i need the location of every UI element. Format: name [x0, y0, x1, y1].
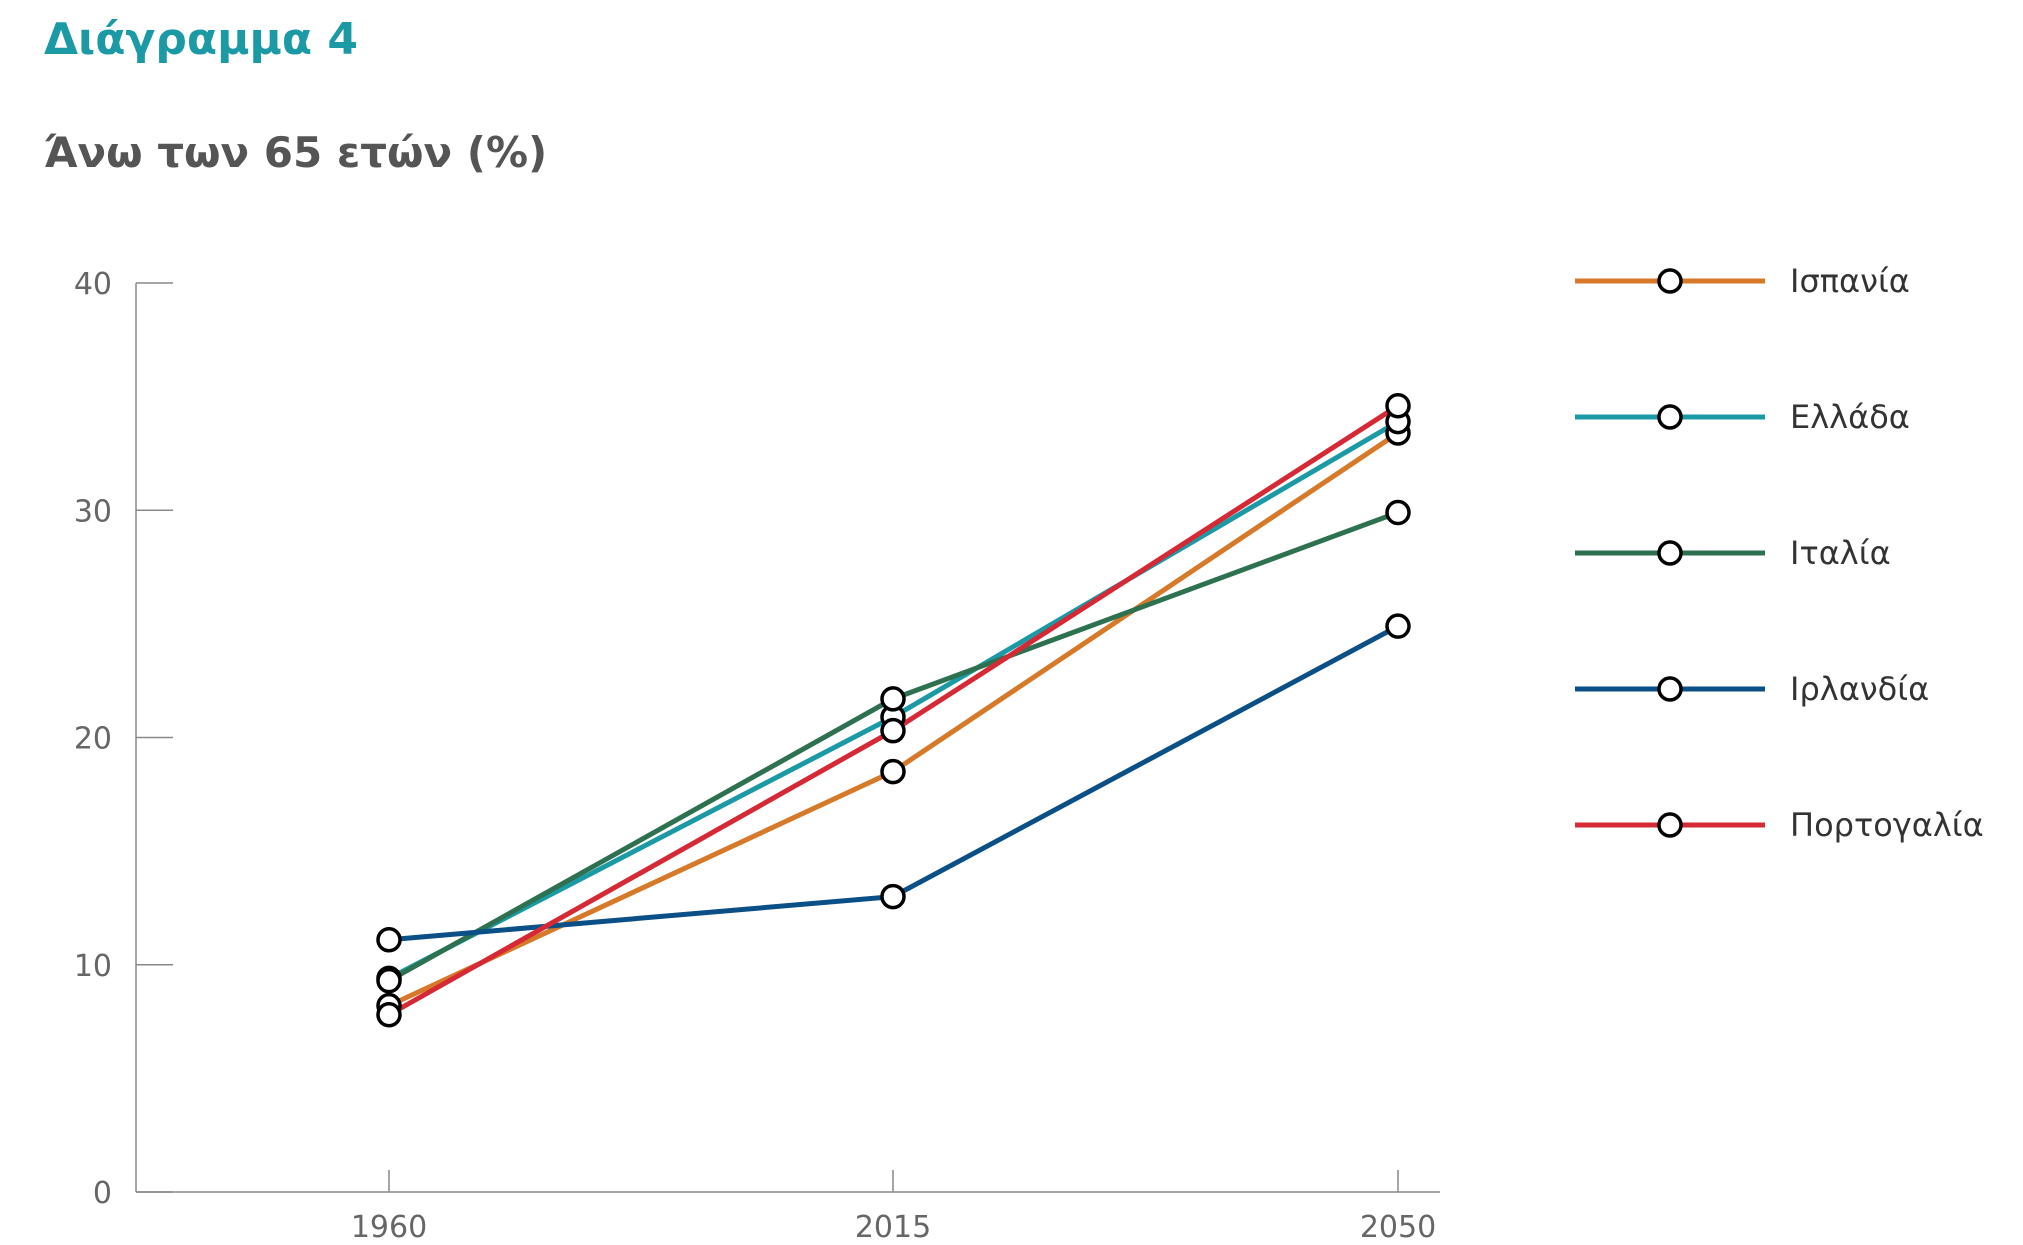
series-line	[387, 510, 1399, 983]
data-point	[880, 686, 906, 712]
legend-marker	[1657, 540, 1683, 566]
data-point	[1385, 392, 1411, 419]
y-tick-label: 0	[93, 1176, 112, 1211]
y-tick-label: 40	[74, 267, 112, 302]
x-tick-label: 1960	[351, 1210, 427, 1245]
chart-title: Άνω των 65 ετών (%)	[44, 128, 548, 177]
legend-marker	[1657, 404, 1683, 430]
x-tick-label: 2050	[1360, 1210, 1436, 1245]
legend-label: Ελλάδα	[1790, 398, 1910, 436]
legend-marker	[1657, 812, 1683, 838]
legend-label: Ιρλανδία	[1790, 670, 1929, 708]
data-point	[880, 717, 906, 744]
y-tick-label: 30	[74, 494, 112, 529]
axes: 0 10 20 30 40 1960 2015 2050	[74, 267, 1440, 1245]
legend-label: Ιταλία	[1790, 534, 1891, 572]
data-point	[1385, 613, 1411, 639]
legend-marker	[1657, 268, 1683, 294]
legend-marker	[1657, 676, 1683, 702]
legend-label: Ισπανία	[1790, 262, 1910, 300]
series-layer	[376, 392, 1411, 1028]
data-point	[880, 758, 906, 785]
data-point	[376, 927, 402, 953]
x-tick-label: 2015	[855, 1210, 931, 1245]
legend-label: Πορτογαλία	[1790, 806, 1984, 844]
data-point	[376, 967, 402, 994]
y-tick-label: 10	[74, 949, 112, 984]
figure-heading: Διάγραμμα 4	[44, 14, 359, 65]
y-tick-label: 20	[74, 722, 112, 757]
data-point	[880, 883, 906, 910]
data-point	[1385, 499, 1411, 526]
legend: Ισπανία Ελλάδα Ιταλία Ιρλανδία Πορτογαλία	[1575, 262, 1984, 844]
data-point	[376, 1001, 402, 1028]
